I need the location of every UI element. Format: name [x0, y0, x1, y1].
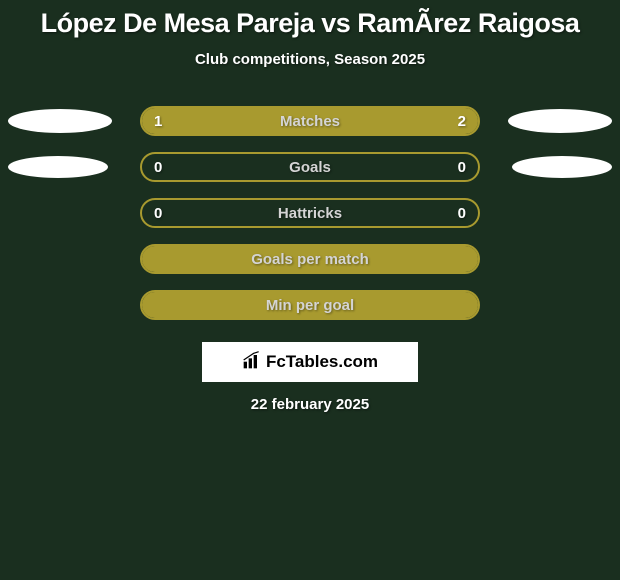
stat-row: 0 0 Hattricks [0, 190, 620, 236]
stat-label: Goals per match [251, 251, 369, 268]
stat-bar: 0 0 Hattricks [140, 198, 480, 228]
page-title: López De Mesa Pareja vs RamÃ­rez Raigosa [0, 0, 620, 39]
stat-label: Goals [289, 159, 331, 176]
bar-chart-icon [242, 350, 262, 375]
player-avatar-right [508, 109, 612, 133]
subtitle: Club competitions, Season 2025 [0, 51, 620, 68]
stat-value-right: 0 [458, 205, 466, 222]
date-label: 22 february 2025 [0, 396, 620, 413]
stat-label: Matches [280, 113, 340, 130]
stat-label: Hattricks [278, 205, 342, 222]
stat-bar: Goals per match [140, 244, 480, 274]
stat-value-left: 1 [154, 113, 162, 130]
logo-badge: FcTables.com [202, 342, 418, 382]
stat-value-right: 2 [458, 113, 466, 130]
stat-row: 1 2 Matches [0, 98, 620, 144]
comparison-infographic: López De Mesa Pareja vs RamÃ­rez Raigosa… [0, 0, 620, 580]
player-avatar-left [8, 156, 108, 178]
stat-bar: 1 2 Matches [140, 106, 480, 136]
stat-value-left: 0 [154, 205, 162, 222]
stat-bar: 0 0 Goals [140, 152, 480, 182]
stat-row: 0 0 Goals [0, 144, 620, 190]
stat-row: Min per goal [0, 282, 620, 328]
stat-label: Min per goal [266, 297, 354, 314]
stat-bar: Min per goal [140, 290, 480, 320]
logo-text: FcTables.com [266, 352, 378, 372]
player-avatar-right [512, 156, 612, 178]
stat-value-right: 0 [458, 159, 466, 176]
stat-row: Goals per match [0, 236, 620, 282]
stat-value-left: 0 [154, 159, 162, 176]
player-avatar-left [8, 109, 112, 133]
stats-bars: 1 2 Matches 0 0 Goals 0 0 Hattricks Goals per mat… [0, 98, 620, 328]
